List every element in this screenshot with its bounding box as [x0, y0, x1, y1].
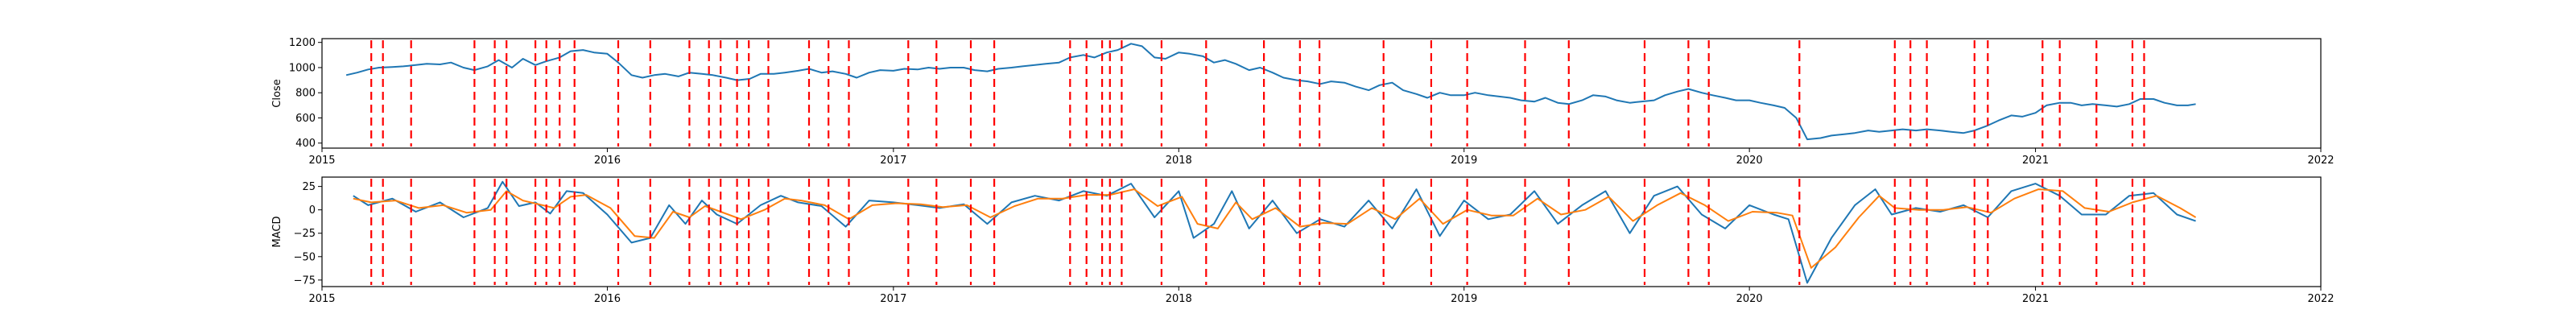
y-tick-label: −50	[294, 251, 316, 263]
macd-series	[353, 180, 2197, 284]
close-x-axis: 2015 2016 2017 2018 2019 2020 2021 2022	[308, 148, 2334, 167]
x-tick-label: 2021	[2022, 155, 2049, 167]
x-tick-label: 2016	[594, 293, 621, 305]
y-tick-label: 1000	[289, 62, 316, 74]
x-tick-label: 2015	[308, 293, 335, 305]
x-tick-label: 2017	[880, 293, 906, 305]
macd-panel: −75 −50 −25 0 25 2015 2016 2017 2018 2019 2020 202…	[271, 176, 2334, 305]
y-tick-label: −25	[294, 228, 316, 240]
y-tick-label: 25	[302, 181, 316, 193]
series-line-1	[353, 188, 2197, 269]
x-tick-label: 2018	[1166, 155, 1192, 167]
macd-y-axis-label: MACD	[271, 217, 283, 248]
x-tick-label: 2019	[1451, 155, 1477, 167]
y-tick-label: 0	[309, 204, 316, 217]
macd-x-axis: 2015 2016 2017 2018 2019 2020 2021 2022	[308, 287, 2334, 305]
x-tick-label: 2020	[1736, 293, 1763, 305]
x-tick-label: 2016	[594, 155, 621, 167]
y-tick-label: 1200	[289, 37, 316, 49]
close-y-axis: 400 600 800 1000 1200	[289, 37, 322, 150]
macd-signal-lines	[370, 179, 2145, 285]
x-tick-label: 2017	[880, 155, 906, 167]
close-y-axis-label: Close	[271, 79, 283, 107]
x-tick-label: 2018	[1166, 293, 1192, 305]
y-tick-label: −75	[294, 275, 316, 287]
macd-axes-frame	[321, 176, 2322, 287]
close-signal-lines	[370, 40, 2145, 147]
y-tick-label: 800	[295, 88, 316, 100]
series-line-0	[345, 43, 2196, 141]
series-line-0	[353, 180, 2196, 284]
macd-y-axis: −75 −50 −25 0 25	[294, 181, 322, 287]
x-tick-label: 2015	[308, 155, 335, 167]
y-tick-label: 400	[295, 138, 316, 150]
x-tick-label: 2022	[2307, 293, 2334, 305]
x-tick-label: 2022	[2307, 155, 2334, 167]
close-price-series	[345, 43, 2196, 141]
close-axes-frame	[321, 38, 2322, 149]
y-tick-label: 600	[295, 113, 316, 125]
x-tick-label: 2020	[1736, 155, 1763, 167]
x-tick-label: 2021	[2022, 293, 2049, 305]
x-tick-label: 2019	[1451, 293, 1477, 305]
